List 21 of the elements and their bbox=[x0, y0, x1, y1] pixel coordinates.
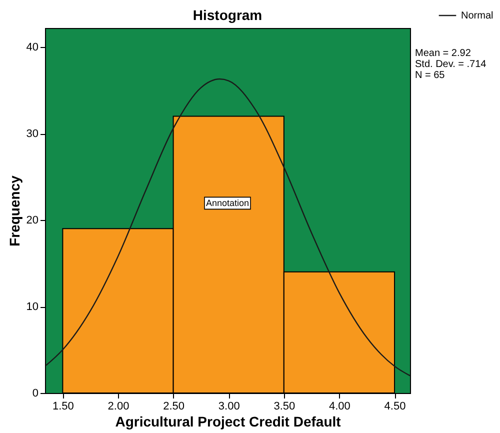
x-tick-label: 2.50 bbox=[163, 400, 185, 412]
text: Mean = 2.92 bbox=[415, 48, 472, 59]
text: Std. Dev. = .714 bbox=[415, 59, 487, 70]
chart-title: Histogram bbox=[192, 7, 262, 23]
x-tick-label: 2.00 bbox=[108, 400, 130, 412]
y-tick-label: 0 bbox=[32, 388, 38, 400]
y-tick-label: 30 bbox=[26, 128, 38, 140]
legend-label: Normal bbox=[461, 10, 494, 22]
y-tick-label: 40 bbox=[26, 42, 38, 54]
y-axis-title: Frequency bbox=[6, 175, 22, 246]
text: N = 65 bbox=[415, 70, 446, 81]
line-series bbox=[46, 78, 411, 376]
x-tick-label: 3.00 bbox=[218, 400, 240, 412]
x-tick-label: 1.50 bbox=[52, 400, 74, 412]
x-tick-label: 4.00 bbox=[329, 400, 350, 412]
y-tick-label: 10 bbox=[26, 301, 38, 314]
y-tick-label: 20 bbox=[26, 214, 38, 227]
x-tick-label: 3.50 bbox=[274, 400, 296, 412]
annotation: Annotation bbox=[206, 198, 250, 208]
x-axis-title: Agricultural Project Credit Default bbox=[115, 414, 342, 430]
x-tick-label: 4.50 bbox=[384, 400, 406, 412]
